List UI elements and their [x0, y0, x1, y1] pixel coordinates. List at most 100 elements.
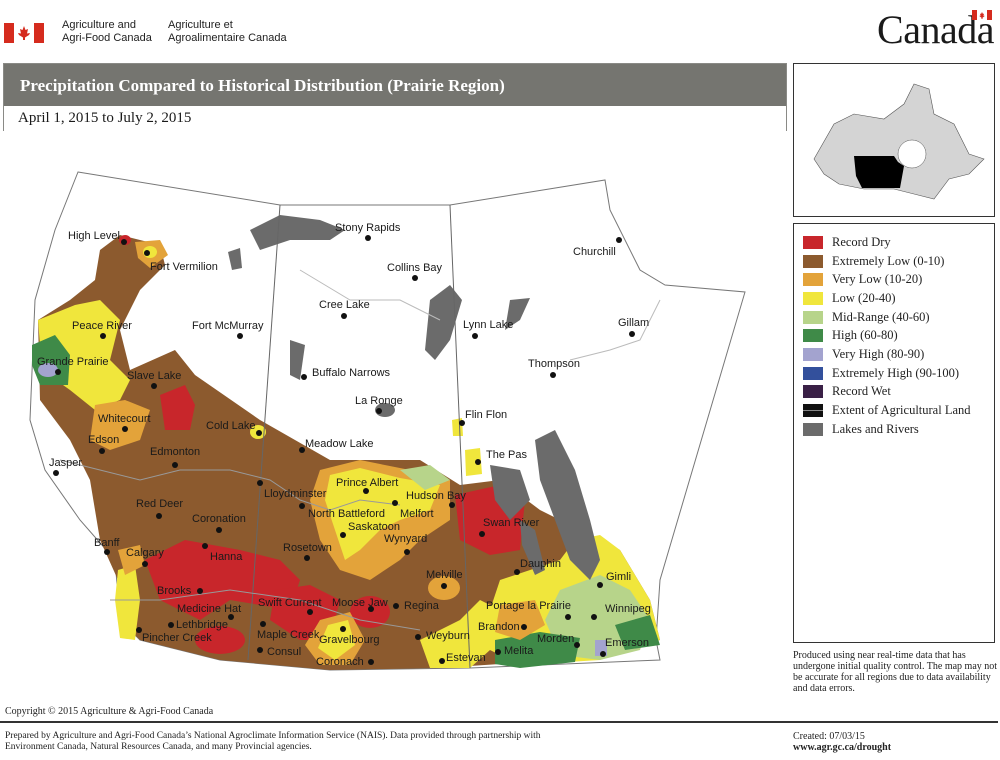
canada-flag-icon: [4, 23, 44, 43]
data-disclaimer: Produced using near real-time data that …: [793, 650, 998, 694]
city-marker-icon: [260, 621, 266, 627]
legend-label: Lakes and Rivers: [832, 421, 919, 436]
city-marker-icon: [100, 333, 106, 339]
city-marker-icon: [144, 250, 150, 256]
city-label: Red Deer: [136, 498, 184, 510]
city-label: Morden: [537, 633, 575, 645]
city-label: Coronach: [316, 656, 364, 668]
city-label: Regina: [404, 600, 439, 612]
city-label: Melville: [426, 569, 463, 581]
city-marker-icon: [521, 624, 527, 630]
legend-label: Mid-Range (40-60): [832, 309, 930, 324]
city-label: Calgary: [126, 547, 164, 559]
date-range: April 1, 2015 to July 2, 2015: [4, 106, 786, 131]
legend-item: Extremely High (90-100): [803, 364, 994, 383]
map-graphic: [29, 171, 746, 671]
legend-swatch-icon: [803, 254, 823, 268]
legend-swatch-icon: [803, 329, 823, 343]
city-marker-icon: [299, 503, 305, 509]
legend-label: Extent of Agricultural Land: [832, 403, 971, 418]
city-marker-icon: [591, 614, 597, 620]
city-marker-icon: [121, 239, 127, 245]
city-marker-icon: [616, 237, 622, 243]
city-label: Edmonton: [150, 446, 201, 458]
city-marker-icon: [55, 369, 61, 375]
city-label: Pincher Creek: [142, 632, 212, 644]
city-marker-icon: [340, 626, 346, 632]
city-label: Buffalo Narrows: [312, 367, 391, 379]
map-title: Precipitation Compared to Historical Dis…: [4, 64, 786, 106]
city-label: Wynyard: [384, 533, 428, 545]
city-marker-icon: [376, 408, 382, 414]
city-marker-icon: [257, 647, 263, 653]
legend-swatch-icon: [803, 235, 823, 249]
canada-inset-map: [793, 63, 995, 217]
created-date: Created: 07/03/15: [793, 731, 865, 742]
legend-label: Extremely High (90-100): [832, 365, 960, 380]
city-label: Medicine Hat: [177, 603, 242, 615]
city-marker-icon: [197, 588, 203, 594]
city-marker-icon: [415, 634, 421, 640]
title-panel: Precipitation Compared to Historical Dis…: [3, 63, 787, 131]
city-label: Maple Creek: [257, 629, 320, 641]
city-label: Weyburn: [426, 630, 470, 642]
city-label: Collins Bay: [387, 262, 443, 274]
legend-item: Mid-Range (40-60): [803, 308, 994, 327]
city-marker-icon: [142, 561, 148, 567]
city-label: North Battleford: [308, 508, 386, 520]
city-marker-icon: [514, 569, 520, 575]
city-label: Peace River: [72, 320, 132, 332]
city-label: Melfort: [400, 508, 434, 520]
city-label: Estevan: [446, 652, 486, 664]
city-marker-icon: [441, 583, 447, 589]
drought-url-link[interactable]: www.agr.gc.ca/drought: [793, 742, 892, 753]
city-marker-icon: [439, 658, 445, 664]
legend-swatch-icon: [803, 366, 823, 380]
footer-divider: [0, 721, 998, 723]
city-marker-icon: [363, 488, 369, 494]
city-label: Emerson: [605, 637, 650, 649]
city-label: Winnipeg: [605, 603, 651, 615]
city-marker-icon: [392, 500, 398, 506]
legend-swatch-icon: [803, 422, 823, 436]
city-label: Meadow Lake: [305, 438, 374, 450]
city-label: Saskatoon: [348, 521, 400, 533]
city-label: Gillam: [618, 317, 650, 329]
city-marker-icon: [307, 609, 313, 615]
city-label: Rosetown: [283, 542, 332, 554]
city-marker-icon: [340, 532, 346, 538]
legend-label: Very High (80-90): [832, 346, 925, 361]
city-label: Fort Vermilion: [150, 261, 218, 273]
dept-en-line1: Agriculture and: [62, 19, 136, 31]
city-label: Brooks: [157, 585, 192, 597]
dept-fr-line2: Agroalimentaire Canada: [168, 32, 287, 44]
city-label: Thompson: [528, 358, 580, 370]
city-label: Lynn Lake: [463, 319, 514, 331]
city-marker-icon: [495, 649, 501, 655]
department-name-french: Agriculture et Agroalimentaire Canada: [168, 19, 287, 45]
creation-info: Created: 07/03/15 www.agr.gc.ca/drought: [793, 731, 891, 753]
legend-item: High (60-80): [803, 326, 994, 345]
city-label: Swan River: [483, 517, 540, 529]
city-label: Jasper: [49, 457, 83, 469]
city-label: Cree Lake: [319, 299, 370, 311]
city-marker-icon: [299, 447, 305, 453]
city-marker-icon: [479, 531, 485, 537]
legend-label: Record Dry: [832, 234, 891, 249]
city-label: Edson: [88, 434, 120, 446]
city-marker-icon: [597, 582, 603, 588]
legend-swatch-icon: [803, 347, 823, 361]
city-label: Lethbridge: [176, 619, 228, 631]
city-marker-icon: [600, 651, 606, 657]
legend-swatch-icon: [803, 310, 823, 324]
legend-item: Lakes and Rivers: [803, 420, 994, 439]
city-marker-icon: [368, 606, 374, 612]
legend-swatch-icon: [803, 291, 823, 305]
legend-label: High (60-80): [832, 328, 898, 343]
city-marker-icon: [122, 426, 128, 432]
city-marker-icon: [368, 659, 374, 665]
city-marker-icon: [104, 549, 110, 555]
city-marker-icon: [168, 622, 174, 628]
city-marker-icon: [472, 333, 478, 339]
city-label: Grande Prairie: [37, 356, 109, 368]
